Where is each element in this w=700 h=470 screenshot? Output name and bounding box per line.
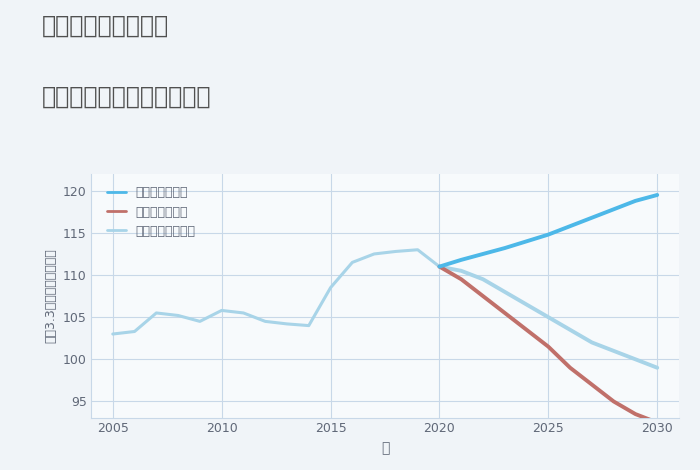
ノーマルシナリオ [500,289,509,295]
バッドシナリオ [479,293,487,299]
ノーマルシナリオ [544,314,552,320]
ノーマルシナリオ [522,302,531,307]
グッドシナリオ [500,245,509,251]
バッドシナリオ [588,382,596,387]
ノーマルシナリオ [610,348,618,354]
グッドシナリオ [588,215,596,220]
Text: 中古マンションの価格推移: 中古マンションの価格推移 [42,85,211,109]
ノーマルシナリオ [566,327,574,333]
バッドシナリオ [522,327,531,333]
グッドシナリオ [653,192,662,198]
バッドシナリオ [653,420,662,425]
グッドシナリオ [631,198,640,204]
バッドシナリオ [631,411,640,417]
グッドシナリオ [479,251,487,257]
Y-axis label: 坪（3.3㎡）単価（万円）: 坪（3.3㎡）単価（万円） [44,249,57,344]
グッドシナリオ [522,238,531,244]
グッドシナリオ [435,264,444,269]
バッドシナリオ [610,399,618,404]
Legend: グッドシナリオ, バッドシナリオ, ノーマルシナリオ: グッドシナリオ, バッドシナリオ, ノーマルシナリオ [103,182,200,242]
X-axis label: 年: 年 [381,441,389,455]
Line: グッドシナリオ: グッドシナリオ [440,195,657,266]
グッドシナリオ [457,257,466,263]
ノーマルシナリオ [457,268,466,274]
ノーマルシナリオ [631,356,640,362]
バッドシナリオ [544,344,552,350]
ノーマルシナリオ [479,276,487,282]
Line: ノーマルシナリオ: ノーマルシナリオ [440,266,657,368]
バッドシナリオ [500,310,509,316]
ノーマルシナリオ [435,264,444,269]
バッドシナリオ [435,264,444,269]
Line: バッドシナリオ: バッドシナリオ [440,266,657,423]
ノーマルシナリオ [653,365,662,370]
バッドシナリオ [566,365,574,370]
ノーマルシナリオ [588,340,596,345]
グッドシナリオ [544,232,552,237]
バッドシナリオ [457,276,466,282]
グッドシナリオ [566,223,574,229]
Text: 岐阜県関市下有知の: 岐阜県関市下有知の [42,14,169,38]
グッドシナリオ [610,206,618,212]
